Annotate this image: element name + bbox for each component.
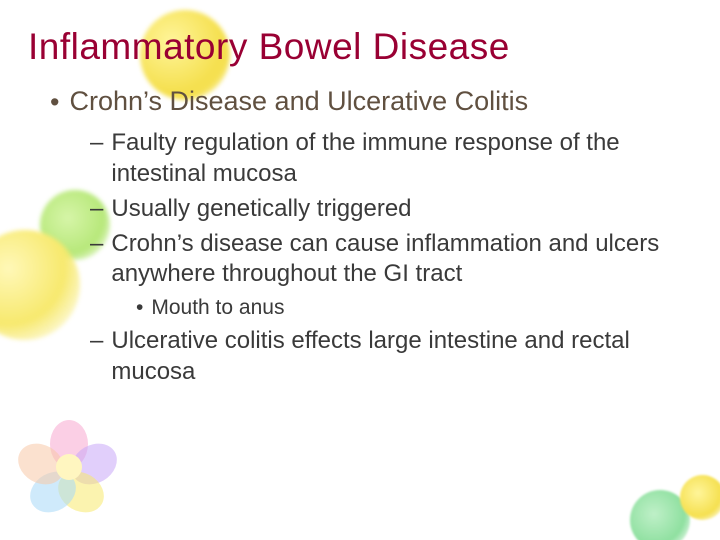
level1-item: • Crohn’s Disease and Ulcerative Colitis — [50, 86, 692, 118]
slide-content: Inflammatory Bowel Disease • Crohn’s Dis… — [0, 0, 720, 540]
dash-icon: – — [90, 326, 103, 357]
level2-item: – Crohn’s disease can cause inflammation… — [90, 229, 692, 290]
level2-item: – Ulcerative colitis effects large intes… — [90, 326, 692, 387]
dash-icon: – — [90, 194, 103, 225]
bullet-icon: • — [136, 296, 143, 320]
level3-list: • Mouth to anus — [136, 296, 692, 320]
level2-text: Faulty regulation of the immune response… — [111, 128, 692, 189]
dash-icon: – — [90, 128, 103, 159]
level3-text: Mouth to anus — [151, 296, 692, 320]
slide-title: Inflammatory Bowel Disease — [28, 26, 692, 68]
level2-list: – Faulty regulation of the immune respon… — [90, 128, 692, 290]
level2-list: – Ulcerative colitis effects large intes… — [90, 326, 692, 387]
level2-text: Ulcerative colitis effects large intesti… — [111, 326, 692, 387]
level2-item: – Usually genetically triggered — [90, 194, 692, 225]
level1-list: • Crohn’s Disease and Ulcerative Colitis — [50, 86, 692, 118]
level1-text: Crohn’s Disease and Ulcerative Colitis — [69, 86, 692, 117]
level2-text: Usually genetically triggered — [111, 194, 692, 225]
level3-item: • Mouth to anus — [136, 296, 692, 320]
level2-item: – Faulty regulation of the immune respon… — [90, 128, 692, 189]
dash-icon: – — [90, 229, 103, 260]
level2-text: Crohn’s disease can cause inflammation a… — [111, 229, 692, 290]
bullet-icon: • — [50, 86, 59, 118]
